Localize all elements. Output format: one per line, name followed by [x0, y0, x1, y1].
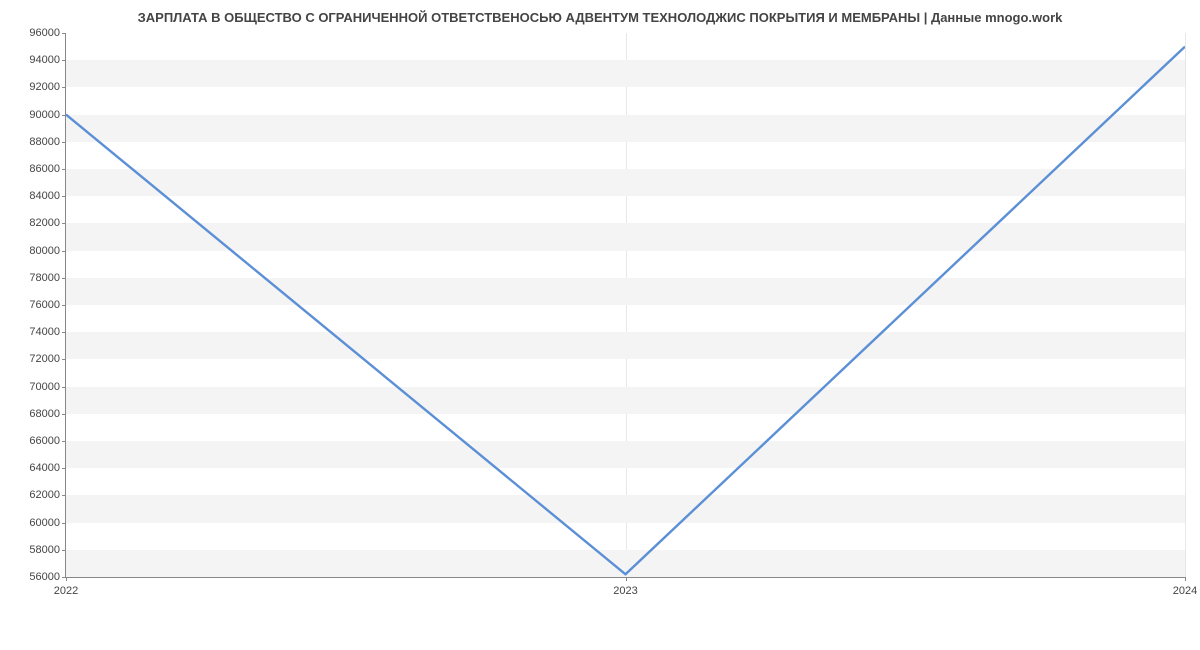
y-tick-label: 70000 — [29, 381, 60, 393]
y-tick-label: 58000 — [29, 544, 60, 556]
plot-area: 5600058000600006200064000660006800070000… — [65, 33, 1185, 578]
y-tick-label: 76000 — [29, 299, 60, 311]
y-tick-label: 60000 — [29, 517, 60, 529]
y-tick-label: 62000 — [29, 489, 60, 501]
y-tick-mark — [62, 142, 66, 143]
y-tick-mark — [62, 223, 66, 224]
y-tick-mark — [62, 332, 66, 333]
y-tick-label: 88000 — [29, 136, 60, 148]
y-tick-mark — [62, 495, 66, 496]
y-tick-mark — [62, 87, 66, 88]
y-tick-label: 80000 — [29, 245, 60, 257]
y-tick-label: 92000 — [29, 81, 60, 93]
x-tick-label: 2023 — [613, 585, 637, 597]
y-tick-mark — [62, 550, 66, 551]
chart-container: 5600058000600006200064000660006800070000… — [65, 33, 1185, 603]
y-tick-mark — [62, 441, 66, 442]
y-tick-label: 84000 — [29, 190, 60, 202]
y-tick-mark — [62, 278, 66, 279]
y-tick-mark — [62, 523, 66, 524]
y-tick-label: 64000 — [29, 462, 60, 474]
y-tick-mark — [62, 115, 66, 116]
y-tick-label: 68000 — [29, 408, 60, 420]
grid-band — [66, 495, 1185, 522]
y-tick-mark — [62, 251, 66, 252]
y-tick-mark — [62, 169, 66, 170]
x-tick-mark — [1185, 577, 1186, 581]
y-tick-mark — [62, 387, 66, 388]
y-tick-label: 94000 — [29, 54, 60, 66]
y-tick-label: 56000 — [29, 571, 60, 583]
y-tick-label: 90000 — [29, 109, 60, 121]
y-tick-mark — [62, 359, 66, 360]
y-tick-mark — [62, 414, 66, 415]
x-grid-line — [1185, 33, 1186, 577]
y-tick-label: 96000 — [29, 27, 60, 39]
y-tick-mark — [62, 196, 66, 197]
x-tick-mark — [626, 577, 627, 581]
y-tick-label: 66000 — [29, 435, 60, 447]
y-tick-mark — [62, 33, 66, 34]
y-tick-label: 86000 — [29, 163, 60, 175]
y-tick-mark — [62, 468, 66, 469]
y-tick-label: 78000 — [29, 272, 60, 284]
grid-band — [66, 332, 1185, 359]
grid-band — [66, 550, 1185, 577]
grid-band — [66, 441, 1185, 468]
y-tick-mark — [62, 60, 66, 61]
grid-band — [66, 278, 1185, 305]
y-tick-label: 74000 — [29, 326, 60, 338]
y-tick-label: 82000 — [29, 217, 60, 229]
x-tick-label: 2022 — [54, 585, 78, 597]
y-tick-label: 72000 — [29, 353, 60, 365]
grid-band — [66, 169, 1185, 196]
y-tick-mark — [62, 305, 66, 306]
grid-band — [66, 387, 1185, 414]
grid-band — [66, 60, 1185, 87]
chart-title: ЗАРПЛАТА В ОБЩЕСТВО С ОГРАНИЧЕННОЙ ОТВЕТ… — [0, 0, 1200, 33]
x-tick-label: 2024 — [1173, 585, 1197, 597]
grid-band — [66, 115, 1185, 142]
grid-band — [66, 223, 1185, 250]
x-tick-mark — [66, 577, 67, 581]
